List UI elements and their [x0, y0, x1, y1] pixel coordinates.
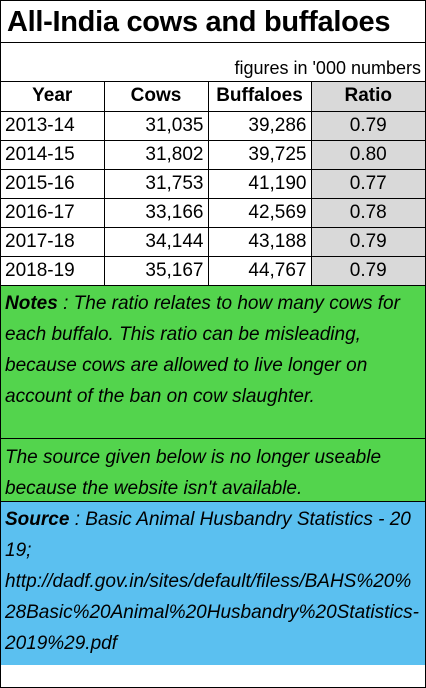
cell-ratio: 0.80 — [310, 139, 425, 170]
notes-box: Notes : The ratio relates to how many co… — [1, 285, 425, 438]
cell-year: 2018-19 — [1, 255, 105, 286]
cell-buffaloes: 44,767 — [207, 255, 312, 286]
table-row: 2016-17 33,166 42,569 0.78 — [1, 197, 425, 228]
page-title: All-India cows and buffaloes — [1, 1, 425, 43]
data-table: Year Cows Buffaloes Ratio 2013-14 31,035… — [1, 82, 425, 286]
cell-cows: 34,144 — [103, 226, 209, 257]
cell-ratio: 0.78 — [310, 197, 425, 228]
cell-cows: 31,753 — [103, 168, 209, 199]
cell-year: 2015-16 — [1, 168, 105, 199]
table-header-row: Year Cows Buffaloes Ratio — [1, 82, 425, 112]
header-year: Year — [1, 82, 105, 112]
table-row: 2015-16 31,753 41,190 0.77 — [1, 168, 425, 199]
cell-year: 2017-18 — [1, 226, 105, 257]
cell-buffaloes: 42,569 — [207, 197, 312, 228]
notes-separator: : — [57, 292, 74, 314]
cell-cows: 31,035 — [103, 110, 209, 141]
cell-ratio: 0.79 — [310, 255, 425, 286]
source-text: Basic Animal Husbandry Statistics - 2019… — [5, 508, 411, 561]
notes-source-warning: The source given below is no longer usea… — [1, 437, 425, 501]
cell-buffaloes: 41,190 — [207, 168, 312, 199]
cell-year: 2013-14 — [1, 110, 105, 141]
notes-text: The ratio relates to how many cows for e… — [5, 292, 400, 407]
cell-ratio: 0.77 — [310, 168, 425, 199]
source-separator: : — [69, 508, 86, 530]
source-label: Source — [5, 508, 70, 530]
cell-ratio: 0.79 — [310, 226, 425, 257]
cell-cows: 35,167 — [103, 255, 209, 286]
header-ratio: Ratio — [310, 82, 425, 112]
cell-buffaloes: 39,725 — [207, 139, 312, 170]
source-box: Source : Basic Animal Husbandry Statisti… — [1, 500, 425, 665]
header-buffaloes: Buffaloes — [207, 82, 312, 112]
table-row: 2013-14 31,035 39,286 0.79 — [1, 110, 425, 141]
cell-year: 2016-17 — [1, 197, 105, 228]
header-cows: Cows — [103, 82, 209, 112]
cell-ratio: 0.79 — [310, 110, 425, 141]
table-row: 2014-15 31,802 39,725 0.80 — [1, 139, 425, 170]
table-row: 2018-19 35,167 44,767 0.79 — [1, 255, 425, 286]
cell-cows: 33,166 — [103, 197, 209, 228]
cell-cows: 31,802 — [103, 139, 209, 170]
notes-label: Notes — [5, 292, 58, 314]
units-subtitle: figures in '000 numbers — [1, 43, 425, 82]
table-row: 2017-18 34,144 43,188 0.79 — [1, 226, 425, 257]
cell-buffaloes: 39,286 — [207, 110, 312, 141]
cell-buffaloes: 43,188 — [207, 226, 312, 257]
cell-year: 2014-15 — [1, 139, 105, 170]
source-url: http://dadf.gov.in/sites/default/filess/… — [5, 570, 419, 654]
